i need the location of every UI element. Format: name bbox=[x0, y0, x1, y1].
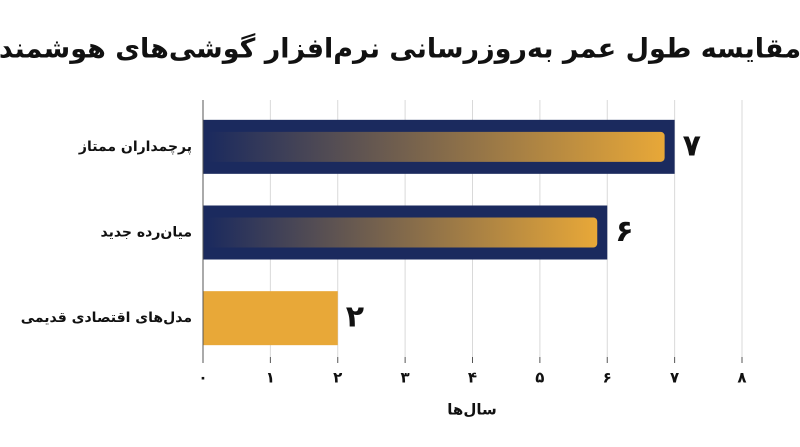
x-tick-label: ۶ bbox=[603, 369, 612, 387]
value-label: ۶ bbox=[615, 214, 633, 249]
bar-fill bbox=[207, 217, 598, 248]
y-tick-label: پرچمداران ممتاز bbox=[78, 139, 192, 155]
y-tick-label: مدل‌های اقتصادی قدیمی bbox=[21, 310, 192, 326]
value-label: ۲ bbox=[346, 300, 364, 335]
y-tick-label: میان‌رده جدید bbox=[101, 225, 193, 241]
x-tick-label: ۴ bbox=[468, 369, 477, 387]
x-tick-label: ۷ bbox=[670, 369, 679, 387]
bar-fill bbox=[207, 131, 665, 162]
chart-title: مقایسه طول عمر به‌روزرسانی نرم‌افزار گوش… bbox=[0, 33, 800, 65]
x-tick-label: ۸ bbox=[737, 369, 746, 387]
x-tick-label: ۳ bbox=[401, 369, 410, 387]
x-tick-label: ۰ bbox=[198, 369, 207, 387]
x-tick-label: ۱ bbox=[266, 369, 275, 387]
x-axis-label: سال‌ها bbox=[447, 401, 496, 419]
x-tick-label: ۲ bbox=[333, 369, 342, 387]
bar bbox=[203, 291, 338, 346]
x-tick-label: ۵ bbox=[535, 369, 544, 387]
value-label: ۷ bbox=[683, 128, 701, 163]
